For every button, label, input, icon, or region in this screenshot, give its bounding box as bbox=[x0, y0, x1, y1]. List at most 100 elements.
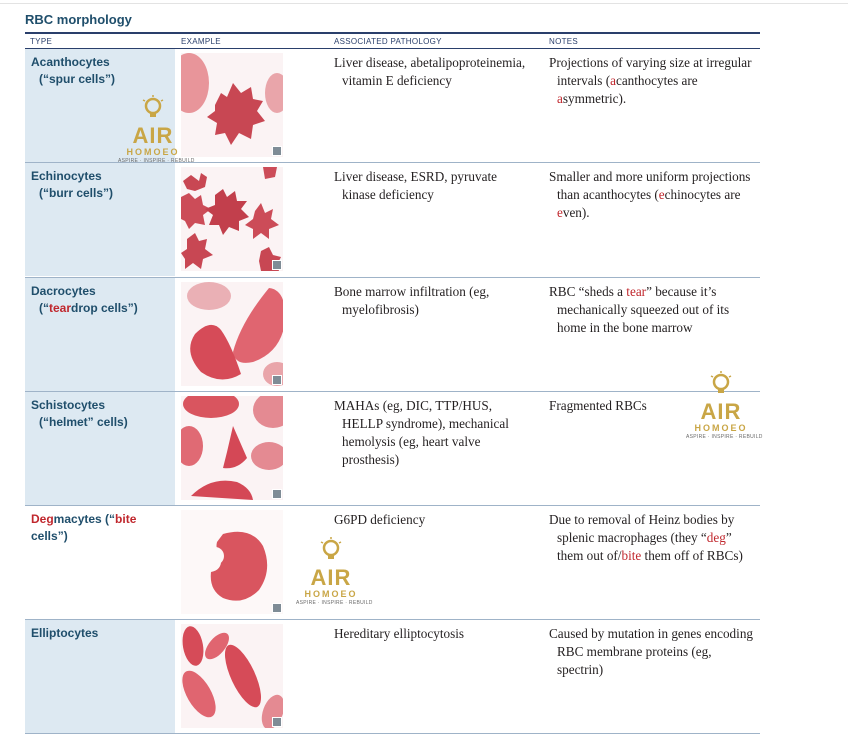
echinocyte-cell bbox=[181, 193, 211, 229]
watermark-tagline: ASPIRE · INSPIRE · REBUILD bbox=[296, 600, 373, 606]
elliptocyte-cell bbox=[182, 670, 216, 718]
watermark-logo: AIR HOMOEO ASPIRE · INSPIRE · REBUILD bbox=[296, 536, 373, 607]
image-expand-icon[interactable] bbox=[272, 146, 282, 156]
image-expand-icon[interactable] bbox=[272, 375, 282, 385]
table-row-echinocytes: Echinocytes (“burr cells”) Liver disease… bbox=[25, 163, 760, 276]
row-divider bbox=[25, 733, 760, 734]
header-type: TYPE bbox=[30, 37, 53, 46]
pathology-line: G6PD deficiency bbox=[334, 512, 426, 527]
image-expand-icon[interactable] bbox=[272, 717, 282, 727]
acanthocyte-cell bbox=[207, 83, 265, 145]
pathology-line: Liver disease, abetalipoproteinemia, bbox=[334, 55, 526, 70]
bulb-icon bbox=[320, 537, 342, 559]
notes-text: Smaller and more uniform projections tha… bbox=[549, 169, 751, 220]
pathology-line: vitamin E deficiency bbox=[342, 73, 452, 88]
echinocyte-cell bbox=[263, 167, 277, 179]
type-cell: Elliptocytes bbox=[25, 620, 175, 733]
pathology-cell: Bone marrow infiltration (eg, myelofibro… bbox=[334, 283, 534, 319]
pathology-cell: G6PD deficiency bbox=[334, 511, 534, 529]
pathology-line: MAHAs (eg, DIC, TTP/HUS, bbox=[334, 398, 493, 413]
pathology-line: Bone marrow infiltration (eg, bbox=[334, 284, 490, 299]
type-name: Elliptocytes bbox=[31, 626, 99, 640]
image-expand-icon[interactable] bbox=[272, 260, 282, 270]
pathology-cell: Hereditary elliptocytosis bbox=[334, 625, 534, 643]
notes-text: RBC “sheds a tear” because it’s mechanic… bbox=[549, 284, 730, 335]
type-cell: Degmacytes (“bite cells”) bbox=[25, 506, 175, 619]
watermark-brand: AIR bbox=[132, 123, 174, 148]
bulb-icon bbox=[142, 95, 164, 117]
table-row-elliptocytes: Elliptocytes Hereditary elliptocytosis C… bbox=[25, 620, 760, 733]
type-name: Dacrocytes bbox=[31, 284, 96, 298]
header-bottom-rule bbox=[25, 48, 760, 49]
pathology-line: HELLP syndrome), mechanical bbox=[342, 416, 509, 431]
schistocyte-fragment bbox=[223, 426, 247, 469]
degmacyte-cell bbox=[210, 531, 268, 601]
notes-cell: Caused by mutation in genes encoding RBC… bbox=[549, 625, 759, 679]
echinocyte-cell bbox=[205, 189, 249, 235]
notes-cell: Smaller and more uniform projections tha… bbox=[549, 168, 759, 222]
watermark-name: HOMOEO bbox=[694, 423, 748, 433]
type-name: Schistocytes bbox=[31, 398, 106, 412]
rbc-cell bbox=[183, 396, 239, 418]
notes-text: Caused by mutation in genes encoding RBC… bbox=[549, 626, 754, 677]
type-alias: (“teardrop cells”) bbox=[39, 301, 138, 315]
table-row-acanthocytes: Acanthocytes (“spur cells”) Liver diseas… bbox=[25, 49, 760, 162]
pathology-line: kinase deficiency bbox=[342, 187, 434, 202]
example-image bbox=[181, 282, 283, 386]
elliptocyte-cell bbox=[182, 626, 204, 666]
table-row-schistocytes: Schistocytes (“helmet” cells) MAHAs (eg,… bbox=[25, 392, 760, 505]
row-divider bbox=[25, 505, 760, 506]
top-divider bbox=[0, 3, 848, 4]
type-alias: cells”) bbox=[31, 529, 68, 543]
rbc-cell bbox=[265, 73, 283, 113]
table-row-degmacytes: Degmacytes (“bite cells”) G6PD deficienc… bbox=[25, 506, 760, 619]
type-name: Degmacytes (“bite bbox=[31, 512, 137, 526]
row-divider bbox=[25, 619, 760, 620]
example-image bbox=[181, 396, 283, 500]
type-alias: (“helmet” cells) bbox=[39, 415, 128, 429]
pathology-line: hemolysis (eg, heart valve bbox=[342, 434, 481, 449]
type-alias: (“burr cells”) bbox=[39, 186, 114, 200]
notes-cell: RBC “sheds a tear” because it’s mechanic… bbox=[549, 283, 759, 337]
header-top-rule bbox=[25, 32, 760, 34]
notes-cell: Fragmented RBCs bbox=[549, 397, 759, 415]
type-cell: Schistocytes (“helmet” cells) bbox=[25, 392, 175, 505]
watermark-logo: AIR HOMOEO ASPIRE · INSPIRE · REBUILD bbox=[686, 370, 763, 441]
type-cell: Dacrocytes (“teardrop cells”) bbox=[25, 278, 175, 391]
bulb-icon bbox=[710, 371, 732, 393]
example-image bbox=[181, 510, 283, 614]
elliptocyte-cell bbox=[205, 632, 229, 660]
pathology-cell: Liver disease, abetalipoproteinemia, vit… bbox=[334, 54, 534, 90]
notes-text: Fragmented RBCs bbox=[549, 398, 647, 413]
rbc-cell bbox=[251, 442, 283, 470]
schistocyte-fragment bbox=[191, 480, 253, 500]
bite-defect bbox=[206, 547, 224, 565]
echinocyte-cell bbox=[181, 233, 213, 269]
watermark-brand: AIR bbox=[700, 399, 742, 424]
watermark-name: HOMOEO bbox=[126, 147, 180, 157]
notes-text: Due to removal of Heinz bodies by spleni… bbox=[549, 512, 743, 563]
image-expand-icon[interactable] bbox=[272, 603, 282, 613]
type-cell: Echinocytes (“burr cells”) bbox=[25, 163, 175, 276]
header-notes: NOTES bbox=[549, 37, 579, 46]
rbc-cell bbox=[187, 282, 231, 310]
example-image bbox=[181, 624, 283, 728]
pathology-cell: Liver disease, ESRD, pyruvate kinase def… bbox=[334, 168, 534, 204]
type-cell: Acanthocytes (“spur cells”) bbox=[25, 49, 175, 162]
watermark-name: HOMOEO bbox=[304, 589, 358, 599]
notes-cell: Due to removal of Heinz bodies by spleni… bbox=[549, 511, 759, 565]
watermark-brand: AIR bbox=[310, 565, 352, 590]
rbc-cell bbox=[181, 53, 209, 113]
example-image bbox=[181, 53, 283, 157]
row-divider bbox=[25, 277, 760, 278]
pathology-line: myelofibrosis) bbox=[342, 302, 419, 317]
type-name: Acanthocytes bbox=[31, 55, 110, 69]
image-expand-icon[interactable] bbox=[272, 489, 282, 499]
row-divider bbox=[25, 391, 760, 392]
echinocyte-cell bbox=[183, 173, 207, 191]
header-example: EXAMPLE bbox=[181, 37, 221, 46]
header-pathology: ASSOCIATED PATHOLOGY bbox=[334, 37, 442, 46]
rbc-cell bbox=[253, 396, 283, 428]
notes-cell: Projections of varying size at irregular… bbox=[549, 54, 759, 108]
watermark-tagline: ASPIRE · INSPIRE · REBUILD bbox=[686, 434, 763, 440]
